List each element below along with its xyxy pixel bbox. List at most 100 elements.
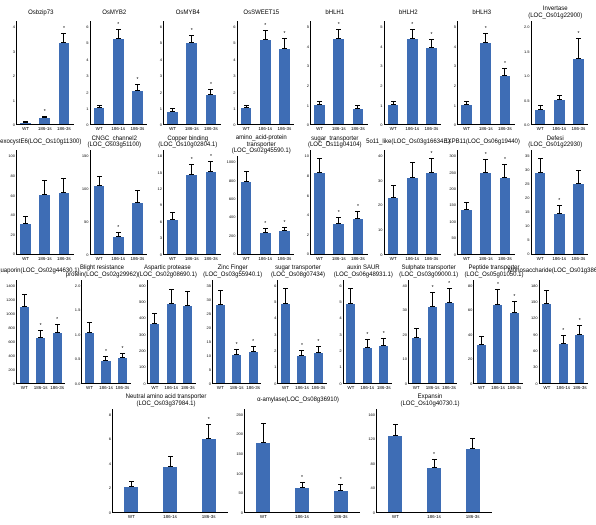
- x-label: 186-3s: [54, 126, 73, 131]
- x-labels: WT186-1s186-3s: [520, 125, 592, 133]
- x-label: WT: [237, 126, 256, 131]
- error-bar: [449, 288, 450, 303]
- bar: [461, 105, 472, 125]
- chart-title: Aspartic protease (LOC_Os02g08690.1): [136, 263, 199, 280]
- error-bar: [191, 164, 192, 175]
- chart: OsMYB26543210**WT186-1s186-3s: [79, 4, 151, 133]
- signif-star: *: [264, 24, 266, 29]
- x-label: 186-1s: [555, 385, 571, 390]
- error-bar: [25, 121, 26, 122]
- x-label: 186-1s: [550, 256, 569, 261]
- bar-group: [212, 282, 228, 384]
- error-bar: [105, 356, 106, 361]
- chart-title: Blight resistance protein(LOC_Os02g29962…: [70, 263, 133, 280]
- bar: [113, 39, 124, 125]
- x-label: WT: [237, 256, 256, 261]
- chart-title: Monosaccharide(LOC_Os01g38680.1): [528, 263, 591, 280]
- error-bar: [434, 459, 435, 469]
- signif-star: *: [210, 155, 212, 160]
- chart-plot: 6543210 * *: [226, 21, 298, 125]
- x-label: WT: [90, 256, 109, 261]
- chart-title: bHLH3: [446, 4, 518, 21]
- bar-group: *: [476, 152, 495, 254]
- bar-group: [112, 411, 151, 513]
- error-bar: [563, 335, 564, 344]
- chart: OsSWEET156543210**WT186-1s186-3s: [226, 4, 298, 133]
- y-ticks: 2.01.51.00.50.0: [70, 282, 80, 384]
- bar-group: *: [201, 152, 220, 254]
- signif-star: *: [433, 453, 435, 458]
- bar-group: [539, 282, 555, 384]
- x-label: 186-3s: [49, 385, 65, 390]
- signif-star: *: [383, 332, 385, 337]
- bar: [559, 344, 568, 384]
- chart: bHLH3543210**WT186-1s186-3s: [446, 4, 518, 133]
- bar-group: *: [376, 282, 392, 384]
- error-bar: [246, 105, 247, 108]
- bar: [573, 59, 584, 125]
- y-ticks: 35302520151050: [520, 152, 530, 254]
- bar: [535, 173, 546, 255]
- bar: [510, 313, 519, 383]
- bar: [500, 76, 511, 125]
- x-label: 186-3s: [275, 256, 294, 261]
- x-label: 186-3s: [275, 126, 294, 131]
- signif-star: *: [208, 418, 210, 423]
- y-ticks: 10008006004002000: [226, 158, 236, 254]
- bar-group: [54, 152, 73, 254]
- bar: [461, 210, 472, 254]
- bar-group: [348, 23, 367, 125]
- chart-plot: 16012080400*: [365, 409, 495, 513]
- x-label: 186-1s: [32, 385, 48, 390]
- x-label: 186-3s: [376, 385, 392, 390]
- error-bar: [357, 105, 358, 109]
- error-bar: [497, 289, 498, 304]
- x-label: 186-1s: [109, 256, 128, 261]
- bar-group: [81, 282, 97, 384]
- chart: Aspartic protease (LOC_Os02g08690.1)6005…: [136, 263, 199, 392]
- chart-grid: Osbzip7343210**WT186-1s186-3sOsMYB265432…: [0, 0, 596, 525]
- bar: [94, 186, 105, 254]
- y-ticks: 2.01.51.00.50.0: [520, 23, 530, 125]
- x-label: 186-3s: [180, 385, 196, 390]
- bar-group: *: [422, 23, 441, 125]
- y-ticks: 6543210: [226, 23, 236, 125]
- signif-star: *: [283, 221, 285, 226]
- bar-group: *: [424, 282, 440, 384]
- x-label: 186-1s: [228, 385, 244, 390]
- chart-title: Neutral amino acid transporter (LOC_Os03…: [101, 392, 231, 409]
- signif-star: *: [579, 319, 581, 324]
- chart-title: OsSWEET15: [226, 4, 298, 21]
- chart: bHLH2543210**WT186-1s186-3s: [373, 4, 445, 133]
- x-label: 186-3s: [441, 385, 457, 390]
- signif-star: *: [432, 286, 434, 291]
- bar: [314, 173, 325, 254]
- x-label: WT: [531, 126, 550, 131]
- chart-title: Defesi (LOC_Os01g22930): [520, 133, 592, 150]
- signif-star: *: [264, 222, 266, 227]
- bar: [493, 305, 502, 384]
- x-label: 186-1s: [35, 126, 54, 131]
- bar: [256, 443, 270, 513]
- x-labels: WT186-1s186-3s: [299, 125, 371, 133]
- bar-group: *: [49, 282, 65, 384]
- x-label: WT: [244, 514, 283, 519]
- error-bar: [559, 205, 560, 214]
- bar-group: *: [201, 23, 220, 125]
- bar: [163, 467, 177, 513]
- bar-group: *: [182, 23, 201, 125]
- signif-star: *: [357, 205, 359, 210]
- bar-group: [237, 23, 256, 125]
- x-label: 186-3s: [114, 385, 130, 390]
- bar-group: *: [275, 23, 294, 125]
- chart-plot: 35302520151050*: [520, 150, 592, 254]
- bar-group: [16, 282, 32, 384]
- signif-star: *: [338, 211, 340, 216]
- error-bar: [24, 294, 25, 307]
- y-ticks: 250200150100500: [233, 411, 243, 513]
- bar: [85, 333, 94, 384]
- bar-group: [310, 152, 329, 254]
- x-label: WT: [376, 514, 415, 519]
- x-labels: WT186-1s186-3s: [152, 125, 224, 133]
- chart: Osbzip7343210**WT186-1s186-3s: [5, 4, 77, 133]
